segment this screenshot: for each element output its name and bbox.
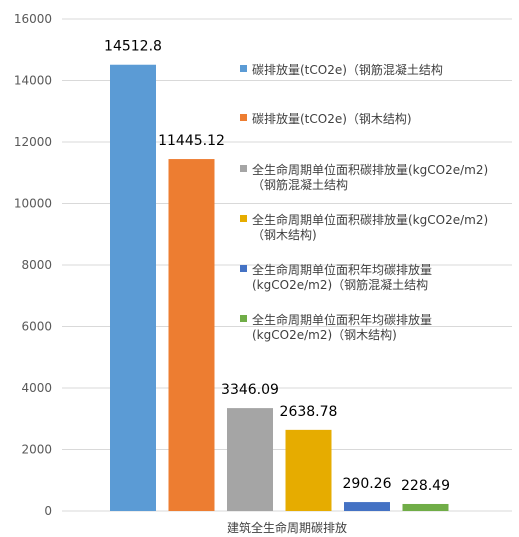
legend-swatch [240,165,247,172]
bar [344,502,390,511]
legend-label: 碳排放量(tCO2e)（钢木结构) [252,111,412,126]
y-tick-label: 4000 [21,381,52,395]
bar [110,64,156,512]
legend-label: 全生命周期单位面积碳排放量(kgCO2e/m2) [252,212,488,227]
legend-swatch [240,114,247,121]
legend-swatch [240,215,247,222]
bar [402,503,449,511]
legend-swatch [240,315,247,322]
x-category-label: 建筑全生命周期碳排放 [227,520,347,535]
y-tick-label: 0 [44,504,52,518]
data-label: 14512.8 [104,39,162,55]
legend-label: 碳排放量(tCO2e)（钢筋混凝土结构 [252,62,443,77]
legend-label: （钢筋混凝土结构 [252,177,348,192]
bar [227,408,273,511]
legend-label: 全生命周期单位面积年均碳排放量 [252,312,432,327]
bar [168,159,215,511]
y-tick-label: 14000 [14,74,52,88]
y-tick-label: 2000 [21,443,52,457]
data-label: 228.49 [401,478,450,494]
y-tick-label: 6000 [21,320,52,334]
data-label: 11445.12 [158,133,225,149]
y-tick-label: 12000 [14,135,52,149]
y-tick-label: 16000 [14,12,52,26]
y-tick-label: 8000 [21,258,52,272]
legend-swatch [240,65,247,72]
legend-label: (kgCO2e/m2)（钢木结构) [252,327,397,342]
legend-label: (kgCO2e/m2)（钢筋混凝土结构 [252,277,428,292]
data-label: 3346.09 [221,382,279,398]
legend-label: 全生命周期单位面积碳排放量(kgCO2e/m2) [252,162,488,177]
y-tick-label: 10000 [14,197,52,211]
data-label: 290.26 [343,476,392,492]
legend-swatch [240,265,247,272]
data-label: 2638.78 [280,404,338,420]
legend-label: （钢木结构) [252,227,317,242]
bar [285,429,332,511]
legend-label: 全生命周期单位面积年均碳排放量 [252,262,432,277]
